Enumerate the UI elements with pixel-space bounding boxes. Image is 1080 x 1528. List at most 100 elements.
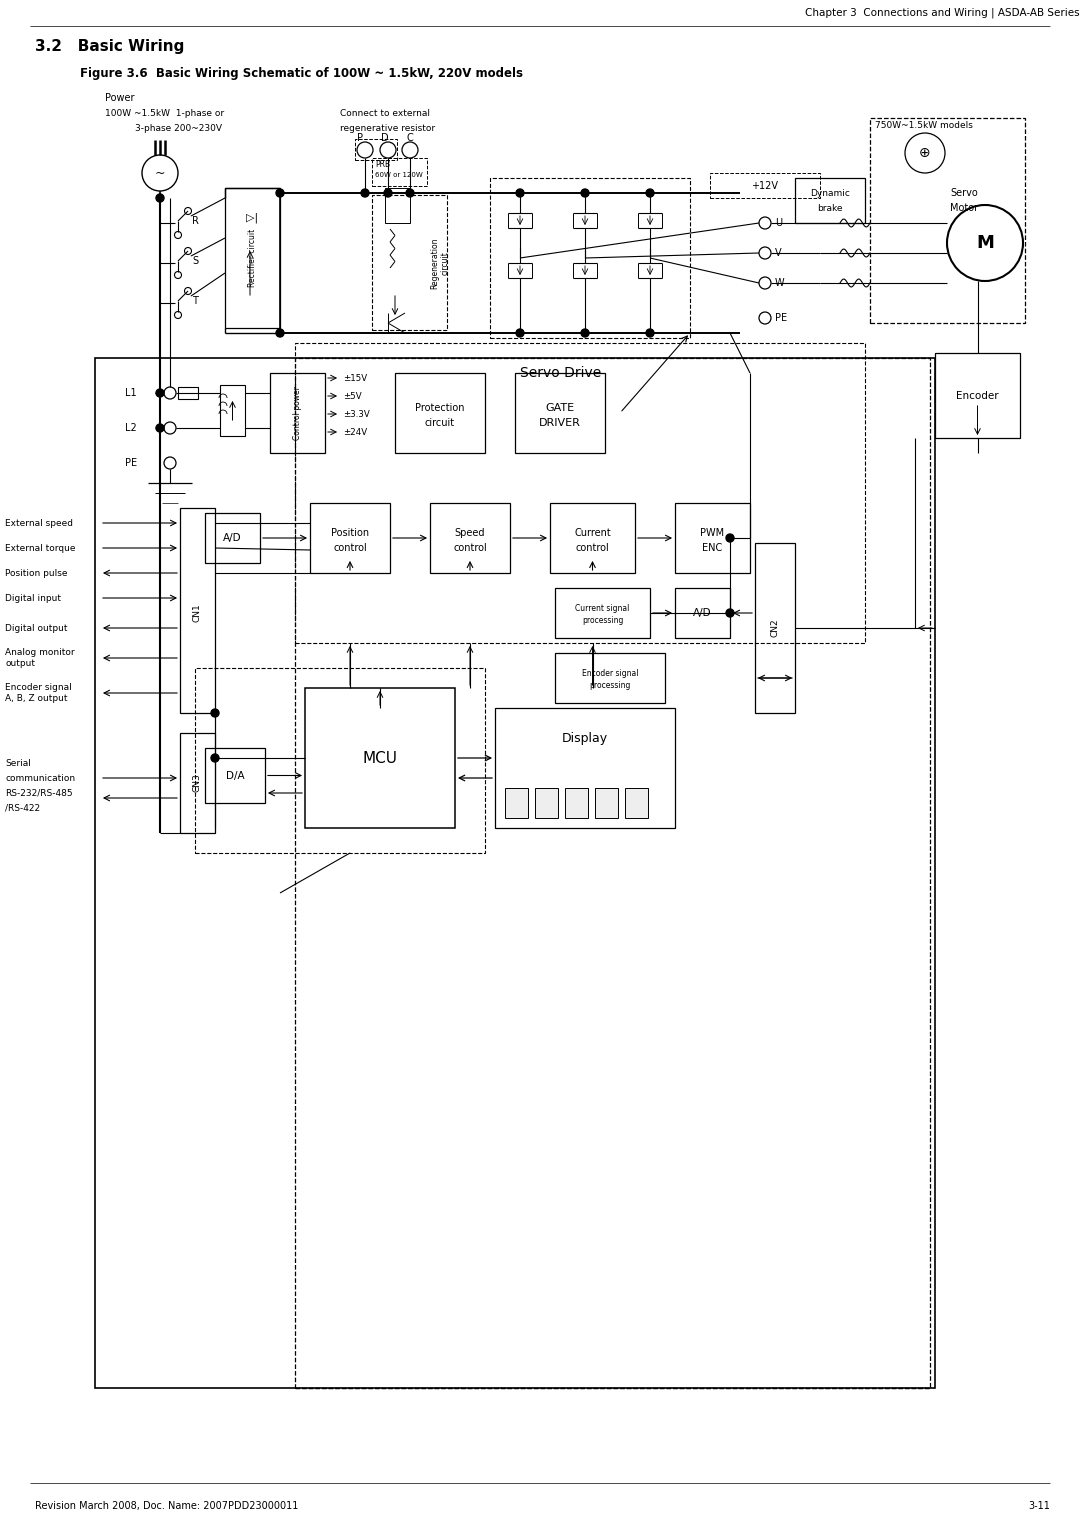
Text: ±3.3V: ±3.3V: [343, 410, 369, 419]
Text: Speed: Speed: [455, 529, 485, 538]
Text: M: M: [976, 234, 994, 252]
Text: Encoder: Encoder: [956, 391, 999, 400]
Text: /RS-422: /RS-422: [5, 804, 40, 813]
Text: Serial: Serial: [5, 758, 31, 767]
Text: brake: brake: [818, 203, 842, 212]
Text: ▷|: ▷|: [246, 212, 258, 223]
Bar: [205, 749, 265, 804]
Text: ±24V: ±24V: [343, 428, 367, 437]
Text: U: U: [775, 219, 782, 228]
Text: MCU: MCU: [363, 750, 397, 766]
Circle shape: [516, 189, 524, 197]
Text: Encoder signal
A, B, Z output: Encoder signal A, B, Z output: [5, 683, 71, 703]
Text: 100W ~1.5kW  1-phase or: 100W ~1.5kW 1-phase or: [105, 108, 225, 118]
Circle shape: [406, 189, 414, 197]
Bar: [178, 387, 198, 399]
Bar: [372, 196, 447, 330]
Circle shape: [384, 189, 392, 197]
Bar: [515, 373, 605, 452]
Text: circuit: circuit: [424, 419, 455, 428]
Text: Revision March 2008, Doc. Name: 2007PDD23000011: Revision March 2008, Doc. Name: 2007PDD2…: [35, 1500, 298, 1511]
Text: RS-232/RS-485: RS-232/RS-485: [5, 788, 72, 798]
Bar: [595, 788, 618, 817]
Bar: [295, 358, 930, 1387]
Text: Power: Power: [105, 93, 135, 102]
Text: ~: ~: [154, 167, 165, 179]
Bar: [310, 503, 390, 573]
Bar: [555, 588, 650, 639]
Bar: [505, 788, 528, 817]
Circle shape: [646, 329, 654, 338]
Bar: [355, 139, 397, 160]
Text: W: W: [775, 278, 785, 287]
Bar: [305, 688, 455, 828]
Text: 3.2   Basic Wiring: 3.2 Basic Wiring: [35, 38, 185, 53]
Text: Protection: Protection: [415, 403, 464, 413]
Bar: [205, 513, 260, 562]
Text: External speed: External speed: [5, 518, 73, 527]
Text: CN1: CN1: [193, 604, 202, 622]
Bar: [625, 788, 648, 817]
Text: C: C: [407, 133, 414, 144]
Text: A/D: A/D: [224, 533, 242, 542]
Bar: [870, 118, 1025, 322]
Bar: [180, 733, 215, 833]
Bar: [675, 588, 730, 639]
Circle shape: [211, 709, 219, 717]
Bar: [565, 788, 588, 817]
Circle shape: [361, 189, 369, 197]
Bar: [395, 373, 485, 452]
Text: control: control: [333, 542, 367, 553]
Text: ±15V: ±15V: [343, 373, 367, 382]
Circle shape: [726, 610, 734, 617]
Text: Current signal: Current signal: [576, 604, 630, 613]
Text: CN3: CN3: [193, 773, 202, 793]
Text: Chapter 3  Connections and Wiring | ASDA-AB Series: Chapter 3 Connections and Wiring | ASDA-…: [806, 8, 1080, 18]
Text: Figure 3.6  Basic Wiring Schematic of 100W ~ 1.5kW, 220V models: Figure 3.6 Basic Wiring Schematic of 100…: [80, 67, 523, 79]
Bar: [430, 503, 510, 573]
Circle shape: [211, 753, 219, 762]
Text: Display: Display: [562, 732, 608, 744]
Text: processing: processing: [582, 616, 623, 625]
Text: 60W or 120W: 60W or 120W: [375, 173, 422, 177]
Text: Servo Drive: Servo Drive: [519, 367, 602, 380]
Bar: [935, 353, 1020, 439]
Text: Encoder signal: Encoder signal: [582, 669, 638, 677]
Bar: [675, 503, 750, 573]
Bar: [180, 507, 215, 714]
Bar: [95, 358, 935, 1387]
Text: P: P: [357, 133, 363, 144]
Text: communication: communication: [5, 773, 76, 782]
Text: DRIVER: DRIVER: [539, 419, 581, 428]
Text: External torque: External torque: [5, 544, 76, 553]
Bar: [555, 652, 665, 703]
Bar: [220, 385, 245, 435]
Text: 3-11: 3-11: [1028, 1500, 1050, 1511]
Text: GATE: GATE: [545, 403, 575, 413]
Text: processing: processing: [590, 680, 631, 689]
Text: ENC: ENC: [702, 542, 723, 553]
Circle shape: [726, 533, 734, 542]
Bar: [225, 188, 280, 329]
Text: regenerative resistor: regenerative resistor: [340, 124, 435, 133]
Text: Analog monitor
output: Analog monitor output: [5, 648, 75, 668]
Text: S: S: [192, 257, 198, 266]
Text: control: control: [454, 542, 487, 553]
Text: Regeneration
circuit: Regeneration circuit: [430, 237, 449, 289]
Text: +12V: +12V: [752, 180, 779, 191]
Text: A/D: A/D: [693, 608, 712, 617]
Text: D: D: [381, 133, 389, 144]
Bar: [384, 188, 410, 223]
Circle shape: [276, 329, 284, 338]
Bar: [490, 177, 690, 338]
Text: Digital input: Digital input: [5, 593, 60, 602]
Circle shape: [156, 194, 164, 202]
Text: L2: L2: [125, 423, 137, 432]
Text: T: T: [192, 296, 198, 306]
Text: 750W~1.5kW models: 750W~1.5kW models: [875, 121, 973, 130]
Circle shape: [156, 423, 164, 432]
Bar: [795, 177, 865, 223]
Text: control: control: [576, 542, 609, 553]
Text: Position pulse: Position pulse: [5, 568, 67, 578]
Text: D/A: D/A: [226, 770, 244, 781]
